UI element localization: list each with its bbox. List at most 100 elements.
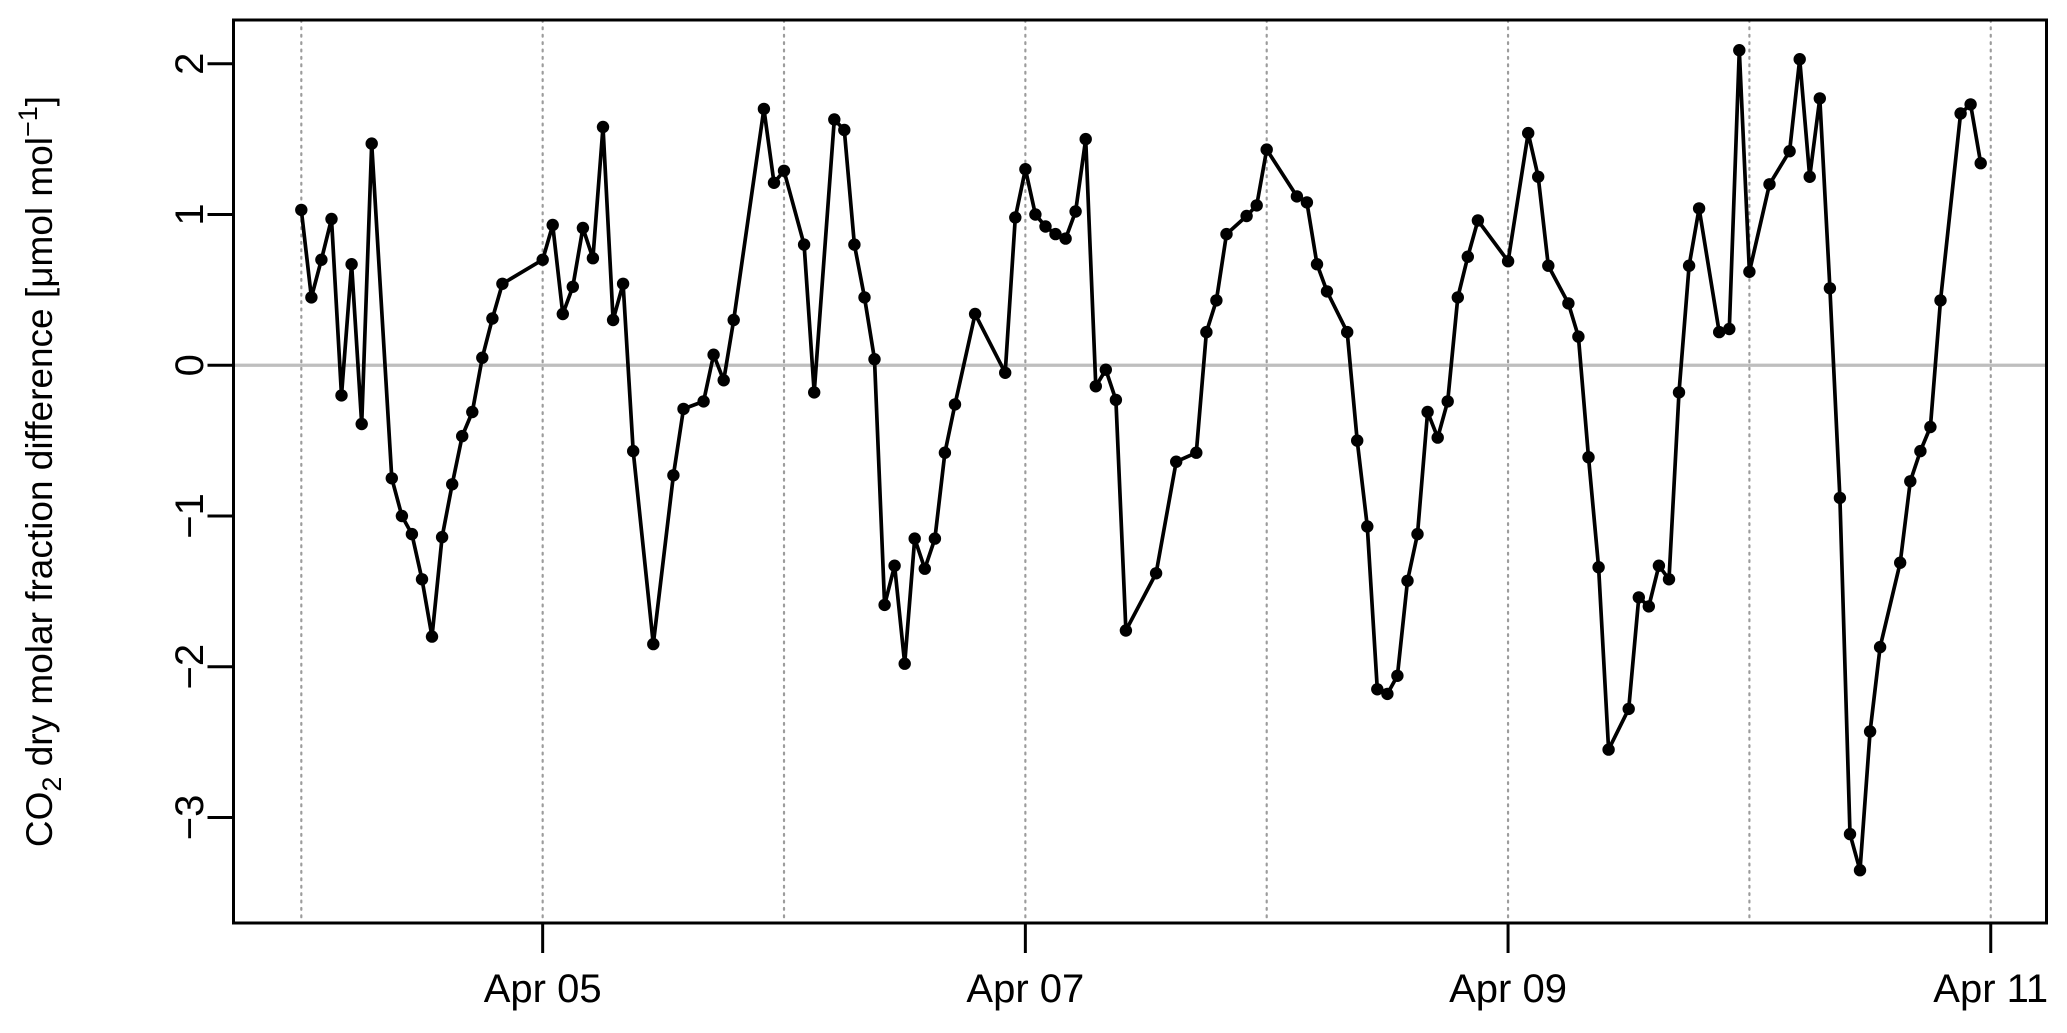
data-point <box>446 478 459 491</box>
data-point <box>1049 227 1062 241</box>
data-point <box>1310 258 1324 271</box>
data-point <box>878 598 891 612</box>
data-point <box>335 389 348 402</box>
data-point <box>1813 92 1827 105</box>
data-point <box>1300 196 1314 209</box>
y-axis-title: CO2 dry molar fraction difference [μmol … <box>13 96 67 847</box>
data-point <box>1371 683 1384 696</box>
data-point <box>556 307 569 321</box>
data-point <box>345 258 358 271</box>
data-point <box>1119 624 1133 637</box>
data-point <box>1149 567 1163 580</box>
x-tick-label: Apr 07 <box>966 967 1084 1011</box>
data-point <box>1974 157 1987 170</box>
data-point <box>1522 126 1535 140</box>
data-point <box>1461 250 1475 263</box>
data-point <box>1059 232 1072 245</box>
data-point <box>1029 208 1042 221</box>
data-point <box>999 366 1012 379</box>
data-point <box>1200 325 1213 339</box>
data-point <box>606 313 620 327</box>
data-point <box>1894 556 1907 569</box>
x-tick-label: Apr 11 <box>1933 967 2048 1011</box>
data-point <box>305 291 318 304</box>
data-point <box>1210 294 1223 307</box>
data-point <box>757 102 771 116</box>
data-point <box>1250 199 1263 212</box>
data-point <box>868 353 881 366</box>
data-point <box>1039 220 1052 233</box>
data-point <box>1441 395 1454 408</box>
data-point <box>1341 325 1354 339</box>
data-point <box>1873 640 1887 654</box>
y-tick-label: 0 <box>168 354 212 376</box>
data-point <box>1692 202 1706 215</box>
data-point <box>536 253 549 266</box>
data-point <box>1863 725 1877 738</box>
data-point <box>476 351 489 364</box>
data-point <box>1381 687 1394 701</box>
data-point <box>888 559 901 572</box>
data-point <box>405 527 419 541</box>
data-point <box>1934 294 1947 307</box>
data-point <box>1019 163 1032 176</box>
data-point <box>948 398 962 411</box>
data-point <box>496 277 509 290</box>
data-point <box>1803 170 1816 183</box>
y-axis: 2 1 0 −1 −2 −3 <box>168 53 234 841</box>
data-point <box>1672 386 1686 399</box>
data-point <box>808 386 821 399</box>
y-tick-label: 1 <box>168 203 212 225</box>
data-point <box>1592 561 1605 574</box>
data-point <box>828 113 841 126</box>
data-point <box>1904 475 1917 488</box>
data-point <box>1632 591 1646 604</box>
data-point <box>707 348 720 361</box>
data-point <box>1361 520 1374 533</box>
data-point <box>1431 431 1444 444</box>
data-point <box>435 530 449 544</box>
data-point <box>486 312 499 325</box>
data-point <box>1582 451 1595 464</box>
data-point <box>918 562 931 575</box>
data-point <box>1652 559 1666 572</box>
data-point <box>1079 132 1092 146</box>
y-tick-label: −2 <box>168 644 212 690</box>
data-point <box>355 417 368 431</box>
data-point <box>1411 527 1424 541</box>
data-point <box>1914 444 1927 458</box>
x-tick-label: Apr 09 <box>1449 967 1567 1011</box>
data-point <box>546 218 559 232</box>
data-point <box>1622 702 1635 716</box>
data-point <box>395 509 409 523</box>
data-point <box>1069 205 1082 218</box>
data-point <box>1351 434 1364 447</box>
data-point <box>717 374 730 387</box>
data-point <box>456 429 469 443</box>
data-point <box>667 469 680 482</box>
data-point <box>596 120 610 134</box>
y-tick-label: 2 <box>168 53 212 75</box>
data-point <box>466 405 479 419</box>
data-point <box>1471 214 1485 227</box>
data-point <box>1320 285 1334 298</box>
data-point <box>1421 405 1434 419</box>
data-point <box>1260 143 1273 156</box>
y-tick-label: −3 <box>168 795 212 841</box>
data-point <box>315 253 328 266</box>
data-point <box>1572 330 1585 343</box>
data-point <box>1602 743 1615 756</box>
data-point <box>928 532 942 545</box>
data-point <box>1783 145 1796 158</box>
data-point <box>1743 265 1756 278</box>
data-point <box>908 532 921 545</box>
data-point <box>1843 827 1857 841</box>
data-point <box>858 291 871 304</box>
data-point <box>1662 573 1676 586</box>
data-point <box>1240 209 1253 223</box>
data-point <box>1170 455 1183 468</box>
data-point <box>1542 259 1555 272</box>
data-line <box>299 48 1983 873</box>
